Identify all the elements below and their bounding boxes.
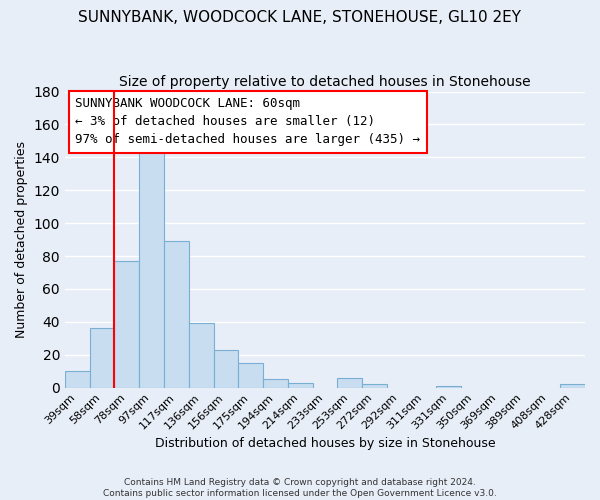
- Text: Contains HM Land Registry data © Crown copyright and database right 2024.
Contai: Contains HM Land Registry data © Crown c…: [103, 478, 497, 498]
- Bar: [139, 148, 164, 388]
- Bar: [65, 371, 89, 388]
- Title: Size of property relative to detached houses in Stonehouse: Size of property relative to detached ho…: [119, 75, 531, 89]
- Bar: [89, 328, 115, 388]
- Bar: [337, 378, 362, 388]
- Text: SUNNYBANK, WOODCOCK LANE, STONEHOUSE, GL10 2EY: SUNNYBANK, WOODCOCK LANE, STONEHOUSE, GL…: [79, 10, 521, 25]
- Text: SUNNYBANK WOODCOCK LANE: 60sqm
← 3% of detached houses are smaller (12)
97% of s: SUNNYBANK WOODCOCK LANE: 60sqm ← 3% of d…: [76, 98, 421, 146]
- Bar: [436, 386, 461, 388]
- Bar: [164, 241, 189, 388]
- Bar: [288, 382, 313, 388]
- Bar: [238, 363, 263, 388]
- Bar: [560, 384, 585, 388]
- Bar: [189, 324, 214, 388]
- X-axis label: Distribution of detached houses by size in Stonehouse: Distribution of detached houses by size …: [155, 437, 495, 450]
- Bar: [214, 350, 238, 388]
- Bar: [362, 384, 387, 388]
- Bar: [263, 380, 288, 388]
- Bar: [115, 261, 139, 388]
- Y-axis label: Number of detached properties: Number of detached properties: [15, 141, 28, 338]
